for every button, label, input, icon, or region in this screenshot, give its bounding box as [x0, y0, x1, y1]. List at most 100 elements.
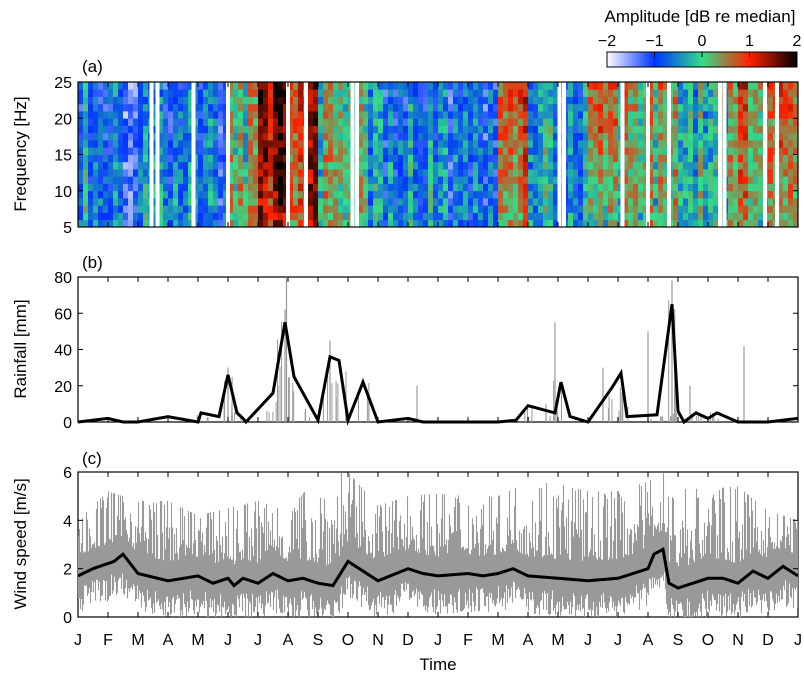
heatmap-cell — [173, 198, 179, 206]
heatmap-cell — [643, 219, 649, 228]
heatmap-cell — [338, 161, 344, 170]
heatmap-cell — [463, 190, 469, 199]
heatmap-cell — [643, 154, 649, 163]
heatmap-cell — [238, 205, 244, 213]
heatmap-cell — [248, 154, 254, 163]
heatmap-cell — [413, 82, 419, 90]
heatmap-cell — [143, 118, 149, 126]
heatmap-cell — [313, 183, 319, 192]
heatmap-cell — [383, 176, 389, 184]
heatmap-cell — [643, 125, 649, 134]
heatmap-cell — [658, 140, 664, 148]
heatmap-cell — [473, 118, 479, 126]
heatmap-cell — [88, 198, 94, 206]
heatmap-cell — [388, 96, 394, 105]
heatmap-cell — [473, 198, 479, 206]
heatmap-cell — [728, 89, 734, 97]
heatmap-cell — [603, 183, 609, 192]
heatmap-cell — [513, 89, 519, 97]
heatmap-cell — [698, 111, 704, 119]
heatmap-cell — [138, 96, 144, 105]
heatmap-cell — [268, 140, 274, 148]
heatmap-cell — [463, 176, 469, 184]
heatmap-cell — [383, 212, 389, 221]
heatmap-cell — [113, 147, 119, 155]
heatmap-cell — [568, 161, 574, 170]
heatmap-cell — [263, 198, 269, 206]
heatmap-cell — [663, 176, 669, 184]
heatmap-cell — [573, 132, 579, 141]
heatmap-cell — [653, 205, 659, 213]
heatmap-cell — [233, 169, 239, 177]
heatmap-cell — [478, 198, 484, 206]
heatmap-cell — [168, 111, 174, 119]
heatmap-cell — [783, 89, 789, 97]
heatmap-cell — [318, 212, 324, 221]
heatmap-cell — [248, 89, 254, 97]
heatmap-cell — [343, 190, 349, 199]
heatmap-cell — [428, 183, 434, 192]
heatmap-cell — [128, 125, 134, 134]
heatmap-cell — [248, 198, 254, 206]
heatmap-cell — [778, 96, 784, 105]
heatmap-cell — [678, 198, 684, 206]
heatmap-cell — [218, 161, 224, 170]
heatmap-cell — [518, 103, 524, 112]
heatmap-cell — [728, 183, 734, 192]
data-gap — [775, 82, 779, 227]
heatmap-cell — [613, 89, 619, 97]
heatmap-cell — [553, 140, 559, 148]
heatmap-cell — [573, 219, 579, 228]
heatmap-cell — [418, 140, 424, 148]
heatmap-cell — [98, 125, 104, 134]
heatmap-cell — [503, 183, 509, 192]
heatmap-cell — [458, 154, 464, 163]
heatmap-cell — [753, 132, 759, 141]
heatmap-cell — [608, 125, 614, 134]
heatmap-cell — [508, 176, 514, 184]
heatmap-cell — [578, 96, 584, 105]
heatmap-cell — [408, 125, 414, 134]
heatmap-cell — [733, 140, 739, 148]
heatmap-cell — [783, 219, 789, 228]
heatmap-cell — [673, 176, 679, 184]
heatmap-cell — [438, 96, 444, 105]
heatmap-cell — [318, 132, 324, 141]
heatmap-cell — [593, 132, 599, 141]
heatmap-cell — [788, 147, 794, 155]
heatmap-cell — [748, 198, 754, 206]
y-tick-label: 60 — [54, 306, 72, 323]
heatmap-cell — [588, 205, 594, 213]
heatmap-cell — [623, 96, 629, 105]
heatmap-cell — [698, 154, 704, 163]
x-tick-label: M — [491, 632, 504, 649]
heatmap-cell — [518, 111, 524, 119]
heatmap-cell — [298, 161, 304, 170]
heatmap-cell — [578, 147, 584, 155]
heatmap-cell — [393, 183, 399, 192]
heatmap-cell — [488, 140, 494, 148]
heatmap-cell — [158, 118, 164, 126]
heatmap-cell — [468, 190, 474, 199]
heatmap-cell — [698, 161, 704, 170]
heatmap-cell — [78, 118, 84, 126]
heatmap-cell — [613, 219, 619, 228]
heatmap-cell — [778, 111, 784, 119]
heatmap-cell — [693, 190, 699, 199]
heatmap-cell — [333, 82, 339, 90]
heatmap-cell — [788, 183, 794, 192]
heatmap-cell — [728, 190, 734, 199]
heatmap-cell — [523, 118, 529, 126]
heatmap-cell — [793, 183, 799, 192]
heatmap-cell — [793, 89, 799, 97]
heatmap-cell — [438, 190, 444, 199]
heatmap-cell — [293, 212, 299, 221]
heatmap-cell — [703, 212, 709, 221]
heatmap-cell — [533, 89, 539, 97]
heatmap-cell — [688, 205, 694, 213]
heatmap-cell — [173, 205, 179, 213]
heatmap-cell — [423, 154, 429, 163]
heatmap-cell — [698, 190, 704, 199]
heatmap-cell — [78, 96, 84, 105]
